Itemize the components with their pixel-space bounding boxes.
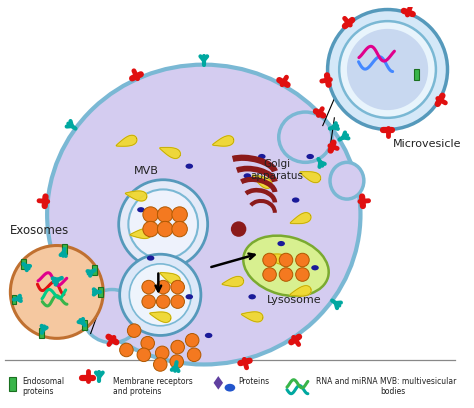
Circle shape xyxy=(171,295,184,308)
Polygon shape xyxy=(160,148,181,158)
Polygon shape xyxy=(222,277,244,286)
Ellipse shape xyxy=(47,64,360,364)
Circle shape xyxy=(171,280,184,294)
Text: Proteins: Proteins xyxy=(238,377,270,386)
Circle shape xyxy=(141,337,155,350)
Circle shape xyxy=(119,343,133,357)
Circle shape xyxy=(142,295,155,308)
Text: MVB: MVB xyxy=(134,166,159,176)
Bar xyxy=(62,244,67,254)
Text: Lysosome: Lysosome xyxy=(266,295,321,305)
Ellipse shape xyxy=(404,55,413,61)
Circle shape xyxy=(172,221,187,237)
Polygon shape xyxy=(150,312,171,322)
Polygon shape xyxy=(160,273,180,285)
Circle shape xyxy=(296,253,309,267)
Polygon shape xyxy=(130,228,152,238)
Polygon shape xyxy=(47,299,57,313)
Ellipse shape xyxy=(66,293,76,300)
Circle shape xyxy=(185,333,199,347)
Text: Membrane receptors
and proteins: Membrane receptors and proteins xyxy=(113,377,192,397)
Ellipse shape xyxy=(83,290,141,343)
Ellipse shape xyxy=(60,277,70,284)
Ellipse shape xyxy=(185,164,193,169)
Ellipse shape xyxy=(330,162,364,199)
Circle shape xyxy=(119,254,201,335)
Circle shape xyxy=(263,253,276,267)
Text: Endosomal
proteins: Endosomal proteins xyxy=(22,377,64,397)
Circle shape xyxy=(10,246,103,338)
Text: Exosomes: Exosomes xyxy=(10,224,70,237)
Polygon shape xyxy=(126,191,147,201)
Ellipse shape xyxy=(243,235,328,296)
Polygon shape xyxy=(372,82,393,93)
Circle shape xyxy=(279,253,293,267)
Ellipse shape xyxy=(258,154,265,159)
Text: Golgi
apparatus: Golgi apparatus xyxy=(251,160,304,181)
Circle shape xyxy=(128,324,141,337)
Polygon shape xyxy=(253,175,272,188)
Circle shape xyxy=(263,268,276,281)
Bar xyxy=(39,328,45,338)
Ellipse shape xyxy=(292,197,300,203)
Circle shape xyxy=(157,207,173,222)
Ellipse shape xyxy=(365,61,376,69)
Ellipse shape xyxy=(248,294,256,299)
Polygon shape xyxy=(266,254,287,264)
Circle shape xyxy=(328,9,447,129)
Polygon shape xyxy=(214,376,223,390)
Bar xyxy=(82,320,87,330)
Circle shape xyxy=(157,221,173,237)
Circle shape xyxy=(231,221,246,237)
Circle shape xyxy=(143,221,158,237)
Circle shape xyxy=(156,295,170,308)
Text: MVB: multivesicular
bodies: MVB: multivesicular bodies xyxy=(380,377,456,397)
Circle shape xyxy=(172,207,187,222)
Ellipse shape xyxy=(185,294,193,299)
Polygon shape xyxy=(213,136,234,146)
Ellipse shape xyxy=(277,241,285,246)
Ellipse shape xyxy=(311,265,319,271)
Circle shape xyxy=(171,340,184,354)
Polygon shape xyxy=(393,76,417,88)
Circle shape xyxy=(155,346,169,359)
Circle shape xyxy=(128,189,198,259)
Bar xyxy=(414,69,419,80)
Circle shape xyxy=(137,348,151,361)
Circle shape xyxy=(170,355,183,368)
Polygon shape xyxy=(241,312,263,322)
Polygon shape xyxy=(116,135,137,146)
Ellipse shape xyxy=(137,207,145,212)
Bar xyxy=(21,259,26,269)
Circle shape xyxy=(154,358,167,371)
Circle shape xyxy=(73,316,83,326)
Ellipse shape xyxy=(147,255,155,261)
Ellipse shape xyxy=(244,173,251,178)
Circle shape xyxy=(187,348,201,361)
Circle shape xyxy=(279,268,293,281)
Ellipse shape xyxy=(205,333,212,338)
Circle shape xyxy=(347,29,428,110)
Polygon shape xyxy=(290,286,311,296)
Ellipse shape xyxy=(306,154,314,159)
Circle shape xyxy=(142,280,155,294)
Circle shape xyxy=(118,180,208,269)
Ellipse shape xyxy=(279,112,332,162)
Circle shape xyxy=(339,21,436,118)
Circle shape xyxy=(156,280,170,294)
Circle shape xyxy=(143,207,158,222)
Text: Microvesicle: Microvesicle xyxy=(392,139,461,149)
Circle shape xyxy=(129,264,191,326)
Text: RNA and miRNA: RNA and miRNA xyxy=(316,377,378,386)
Polygon shape xyxy=(290,213,311,224)
Polygon shape xyxy=(300,172,320,183)
Ellipse shape xyxy=(225,384,235,392)
Bar xyxy=(98,287,103,297)
Polygon shape xyxy=(57,267,66,278)
Bar xyxy=(11,295,16,304)
Bar xyxy=(9,377,16,390)
Bar xyxy=(92,265,97,275)
Circle shape xyxy=(296,268,309,281)
